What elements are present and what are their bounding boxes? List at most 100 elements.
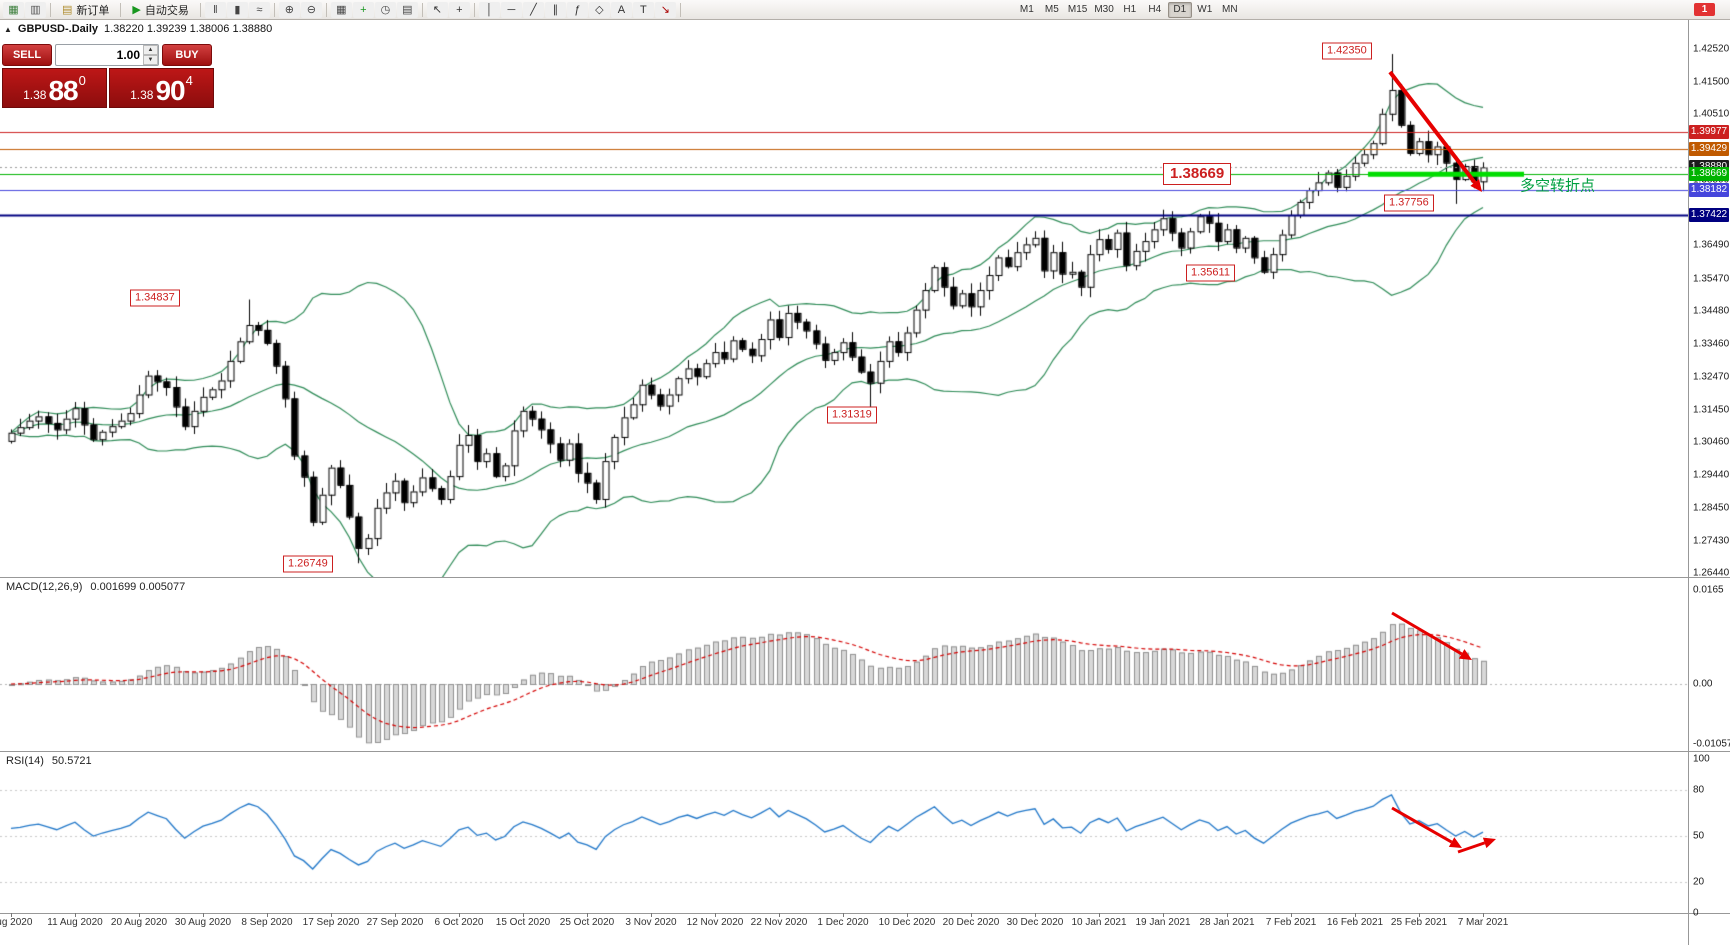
price-label-1.35611[interactable]: 1.35611 bbox=[1186, 264, 1235, 282]
cursor-icon[interactable]: ↖ bbox=[426, 1, 448, 18]
date-axis-label: 3 Nov 2020 bbox=[625, 917, 677, 928]
price-label-1.37756[interactable]: 1.37756 bbox=[1384, 194, 1434, 212]
arrows-icon[interactable]: ↘ bbox=[654, 1, 676, 18]
price-label-1.38669[interactable]: 1.38669 bbox=[1163, 163, 1232, 186]
bid-price-display[interactable]: 1.38 88 0 bbox=[2, 68, 107, 108]
price-badge: 1.38669 bbox=[1689, 167, 1729, 182]
price-badge: 1.39977 bbox=[1689, 124, 1729, 139]
macd-rsi-splitter[interactable] bbox=[0, 751, 1730, 752]
price-axis-tick: 1.42520 bbox=[1693, 43, 1730, 54]
templates-icon[interactable]: ▤ bbox=[396, 1, 418, 18]
timeframe-m1[interactable]: M1 bbox=[1015, 2, 1039, 18]
date-axis-tick bbox=[1227, 913, 1228, 917]
date-axis-label: 25 Feb 2021 bbox=[1390, 917, 1448, 928]
auto-trading-button: ▶ bbox=[132, 4, 141, 16]
timeframe-m5[interactable]: M5 bbox=[1040, 2, 1064, 18]
timeframe-d1[interactable]: D1 bbox=[1167, 1, 1192, 18]
price-label-1.42350[interactable]: 1.42350 bbox=[1322, 42, 1372, 60]
date-axis-tick bbox=[1291, 913, 1292, 917]
line-chart-type-icon: ≈ bbox=[256, 3, 263, 16]
timeframe-h4[interactable]: H4 bbox=[1143, 2, 1167, 18]
macd-panel-canvas[interactable] bbox=[0, 578, 1688, 751]
price-axis-tick: 1.40510 bbox=[1693, 108, 1730, 120]
timeframe-m30[interactable]: M30 bbox=[1091, 2, 1116, 18]
toolbar-separator bbox=[421, 2, 423, 17]
indicators-icon: + bbox=[360, 3, 367, 16]
channel-icon[interactable]: ∥ bbox=[544, 1, 566, 18]
price-label-1.31319[interactable]: 1.31319 bbox=[827, 406, 877, 424]
timeframe-mn[interactable]: MN bbox=[1218, 2, 1242, 18]
candlestick-type-icon[interactable]: ▮ bbox=[226, 1, 248, 18]
crosshair-icon[interactable]: + bbox=[448, 1, 470, 18]
indicator-axis-tick: 20 bbox=[1693, 876, 1705, 888]
buy-button[interactable]: BUY bbox=[162, 44, 212, 66]
shapes-icon[interactable]: ◇ bbox=[588, 1, 610, 18]
lot-decrease-button[interactable]: ▼ bbox=[143, 55, 158, 65]
line-chart-type-icon[interactable]: ≈ bbox=[248, 1, 270, 18]
vertical-line-icon[interactable]: │ bbox=[478, 1, 500, 18]
bid-price-big: 88 bbox=[48, 75, 78, 106]
price-axis-tick: 1.30460 bbox=[1693, 436, 1730, 448]
price-badge: 1.37422 bbox=[1689, 207, 1729, 222]
date-axis-tick bbox=[1163, 913, 1164, 917]
date-axis-tick bbox=[779, 913, 780, 917]
price-axis-tick: 1.35470 bbox=[1693, 273, 1730, 285]
trendline-icon[interactable]: ╱ bbox=[522, 1, 544, 18]
text-annotation[interactable]: 多空转折点 bbox=[1520, 177, 1596, 195]
timeframe-h1[interactable]: H1 bbox=[1118, 2, 1142, 18]
notification-badge[interactable]: 1 bbox=[1694, 3, 1715, 16]
indicator-axis-tick: 50 bbox=[1693, 830, 1705, 842]
profiles-icon[interactable]: ▥ bbox=[25, 1, 46, 18]
price-axis-tick: 1.33460 bbox=[1693, 338, 1730, 350]
tile-windows-icon[interactable]: ▦ bbox=[330, 1, 352, 18]
ask-price-display[interactable]: 1.38 90 4 bbox=[109, 68, 214, 108]
text-icon[interactable]: A bbox=[610, 1, 632, 18]
new-chart-icon[interactable]: ▦ bbox=[3, 1, 24, 18]
main-chart-canvas[interactable] bbox=[0, 20, 1688, 577]
price-axis-tick: 1.27430 bbox=[1693, 535, 1730, 547]
rsi-panel-canvas[interactable] bbox=[0, 752, 1688, 913]
zoom-out-icon[interactable]: ⊖ bbox=[300, 1, 322, 18]
zoom-out-icon: ⊖ bbox=[306, 4, 316, 16]
lot-size-input[interactable] bbox=[55, 44, 159, 66]
periods-icon[interactable]: ◷ bbox=[374, 1, 396, 18]
date-axis-label: 10 Jan 2021 bbox=[1071, 917, 1127, 928]
toolbar-icons: ▦ ▥ ▤ 新订单 ▶ 自动交易 ǁ ▮ ≈ ⊕ ⊖ ▦ + ◷ ▤ ↖ + │ ─ ╱ ∥ ƒ ◇ A T ↘ bbox=[3, 1, 684, 18]
channel-icon: ∥ bbox=[552, 4, 559, 16]
indicators-icon[interactable]: + bbox=[352, 1, 374, 18]
fibonacci-icon[interactable]: ƒ bbox=[566, 1, 588, 18]
tile-windows-icon: ▦ bbox=[336, 4, 347, 16]
date-axis-tick bbox=[459, 913, 460, 917]
macd-label: MACD(12,26,9) 0.001699 0.005077 bbox=[6, 581, 185, 593]
date-axis-tick bbox=[1419, 913, 1420, 917]
main-macd-splitter[interactable] bbox=[0, 577, 1730, 578]
date-axis-tick bbox=[1483, 913, 1484, 917]
price-label-1.26749[interactable]: 1.26749 bbox=[283, 555, 333, 573]
date-axis-label: 30 Aug 2020 bbox=[174, 917, 232, 928]
date-axis-tick bbox=[75, 913, 76, 917]
date-axis-tick bbox=[843, 913, 844, 917]
ask-price-head: 1.38 bbox=[130, 88, 154, 102]
trade-buttons-row: SELL ▲ ▼ BUY bbox=[2, 44, 216, 66]
date-axis-label: 10 Dec 2020 bbox=[878, 917, 936, 928]
date-axis-label: 17 Sep 2020 bbox=[302, 917, 360, 928]
date-axis-tick bbox=[139, 913, 140, 917]
price-axis-tick: 1.31450 bbox=[1693, 404, 1730, 416]
candlestick-type-icon: ▮ bbox=[234, 4, 241, 16]
bar-chart-type-icon[interactable]: ǁ bbox=[204, 1, 226, 18]
horizontal-line-icon[interactable]: ─ bbox=[500, 1, 522, 18]
lot-increase-button[interactable]: ▲ bbox=[143, 45, 158, 55]
ask-price-big: 90 bbox=[155, 75, 185, 106]
zoom-in-icon[interactable]: ⊕ bbox=[278, 1, 300, 18]
indicator-axis-tick: 100 bbox=[1693, 753, 1710, 765]
new-order-button[interactable]: ▤ 新订单 bbox=[55, 1, 116, 18]
price-label-1.34837[interactable]: 1.34837 bbox=[130, 289, 180, 307]
collapse-triangle-icon[interactable]: ▲ bbox=[4, 24, 12, 34]
label-icon[interactable]: T bbox=[632, 1, 654, 18]
new-chart-icon: ▦ bbox=[8, 4, 19, 16]
timeframe-m15[interactable]: M15 bbox=[1065, 2, 1090, 18]
sell-button[interactable]: SELL bbox=[2, 44, 52, 66]
auto-trading-button[interactable]: ▶ 自动交易 bbox=[125, 1, 195, 18]
timeframe-w1[interactable]: W1 bbox=[1193, 2, 1217, 18]
trendline-icon: ╱ bbox=[530, 4, 537, 16]
